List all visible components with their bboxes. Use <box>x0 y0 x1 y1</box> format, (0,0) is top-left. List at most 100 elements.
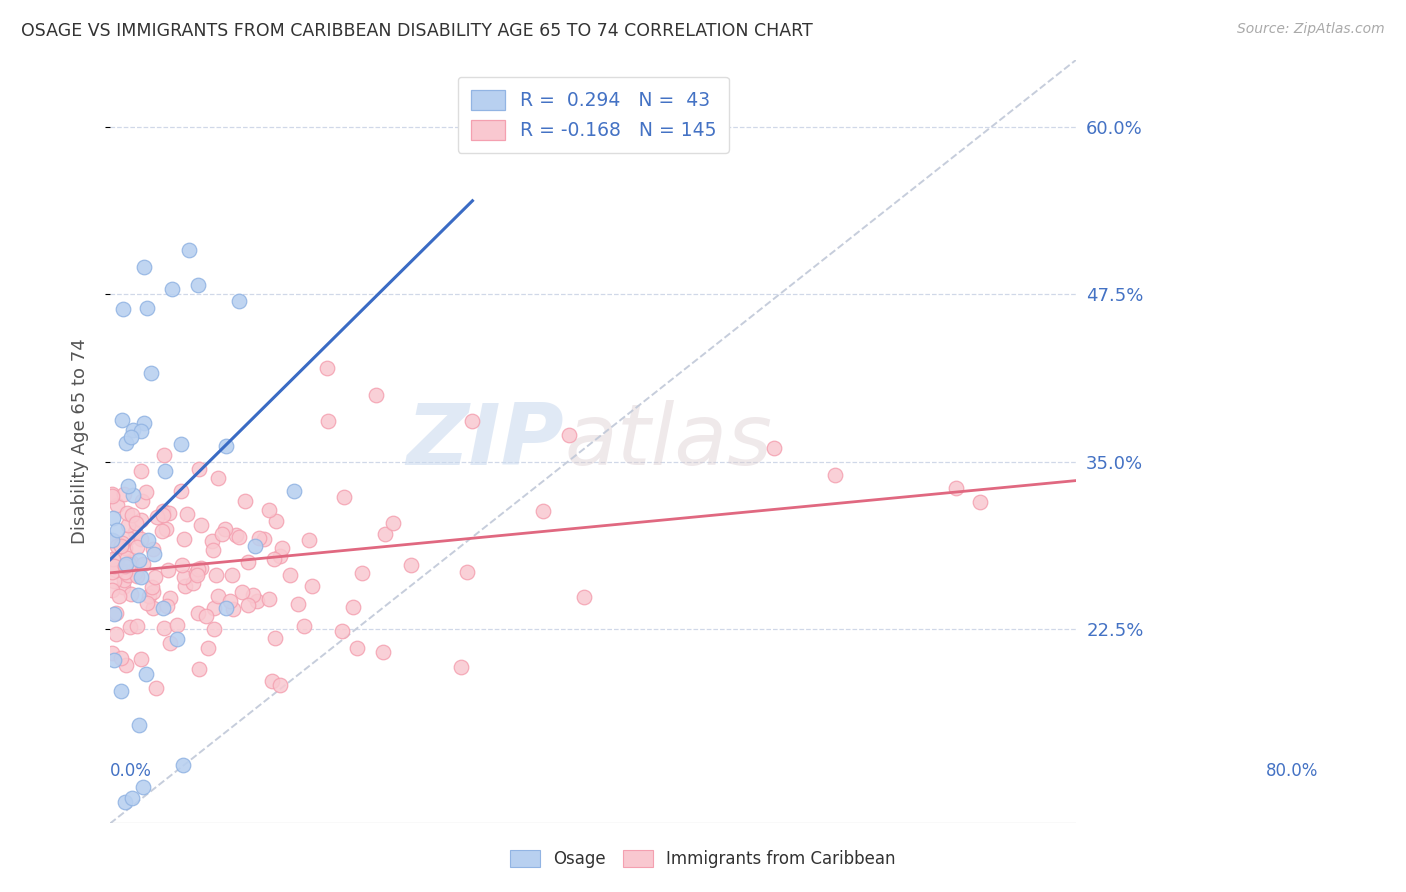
Point <box>243 539 266 553</box>
Point <box>142 584 165 599</box>
Point <box>211 527 233 541</box>
Point <box>531 504 554 518</box>
Point <box>374 527 396 541</box>
Point <box>131 494 153 508</box>
Point <box>121 790 143 805</box>
Point <box>114 566 136 580</box>
Point <box>117 479 139 493</box>
Point <box>125 619 148 633</box>
Point <box>215 601 238 615</box>
Point <box>188 461 211 475</box>
Text: 0.0%: 0.0% <box>110 763 152 780</box>
Point <box>120 620 142 634</box>
Point <box>142 600 165 615</box>
Point <box>101 583 124 598</box>
Point <box>114 435 136 450</box>
Point <box>103 652 125 666</box>
Point <box>117 568 139 582</box>
Point <box>195 609 218 624</box>
Point <box>371 645 394 659</box>
Point <box>101 487 124 501</box>
Point <box>115 506 138 520</box>
Point <box>131 780 153 794</box>
Point <box>112 573 135 587</box>
Point <box>145 510 167 524</box>
Point <box>174 579 197 593</box>
Point <box>121 423 143 437</box>
Point <box>127 588 149 602</box>
Point <box>152 508 174 522</box>
Point <box>136 301 159 315</box>
Point <box>117 531 139 545</box>
Point <box>231 585 253 599</box>
Point <box>233 494 256 508</box>
Point <box>153 621 176 635</box>
Point <box>186 568 208 582</box>
Point <box>214 522 236 536</box>
Point <box>159 636 181 650</box>
Point <box>127 540 149 554</box>
Point <box>103 534 125 549</box>
Point <box>824 468 846 483</box>
Point <box>270 541 292 556</box>
Point <box>176 508 198 522</box>
Point <box>138 533 160 547</box>
Point <box>142 542 165 557</box>
Point <box>572 591 595 605</box>
Point <box>135 596 157 610</box>
Point <box>143 548 166 562</box>
Point <box>202 622 225 636</box>
Point <box>301 578 323 592</box>
Point <box>228 293 250 308</box>
Point <box>280 567 302 582</box>
Point <box>238 598 260 612</box>
Point <box>159 591 181 606</box>
Point <box>120 430 142 444</box>
Point <box>132 416 155 430</box>
Point <box>246 594 269 608</box>
Point <box>128 717 150 731</box>
Point <box>114 657 136 672</box>
Point <box>399 558 422 572</box>
Point <box>155 522 177 536</box>
Point <box>101 552 124 566</box>
Point <box>173 533 195 547</box>
Point <box>131 532 153 546</box>
Point <box>111 412 134 426</box>
Legend: R =  0.294   N =  43, R = -0.168   N = 145: R = 0.294 N = 43, R = -0.168 N = 145 <box>458 77 730 153</box>
Point <box>128 553 150 567</box>
Point <box>316 360 339 375</box>
Point <box>228 530 250 544</box>
Point <box>141 366 163 380</box>
Point <box>456 566 478 580</box>
Point <box>132 260 155 274</box>
Point <box>215 439 238 453</box>
Point <box>112 487 135 501</box>
Text: Source: ZipAtlas.com: Source: ZipAtlas.com <box>1237 22 1385 37</box>
Point <box>135 666 157 681</box>
Point <box>135 485 157 500</box>
Point <box>110 650 132 665</box>
Point <box>352 566 374 580</box>
Point <box>219 594 242 608</box>
Point <box>346 640 368 655</box>
Point <box>221 568 243 582</box>
Point <box>294 619 316 633</box>
Point <box>108 589 131 603</box>
Point <box>298 533 321 547</box>
Point <box>101 533 124 547</box>
Point <box>253 532 276 546</box>
Point <box>114 558 136 573</box>
Point <box>103 553 125 567</box>
Point <box>103 510 125 524</box>
Text: 80.0%: 80.0% <box>1265 763 1317 780</box>
Point <box>101 646 124 660</box>
Point <box>177 243 200 257</box>
Point <box>461 414 484 428</box>
Point <box>122 487 145 501</box>
Point <box>152 601 174 615</box>
Point <box>763 442 786 456</box>
Point <box>202 543 225 558</box>
Point <box>170 437 193 451</box>
Point <box>260 674 283 689</box>
